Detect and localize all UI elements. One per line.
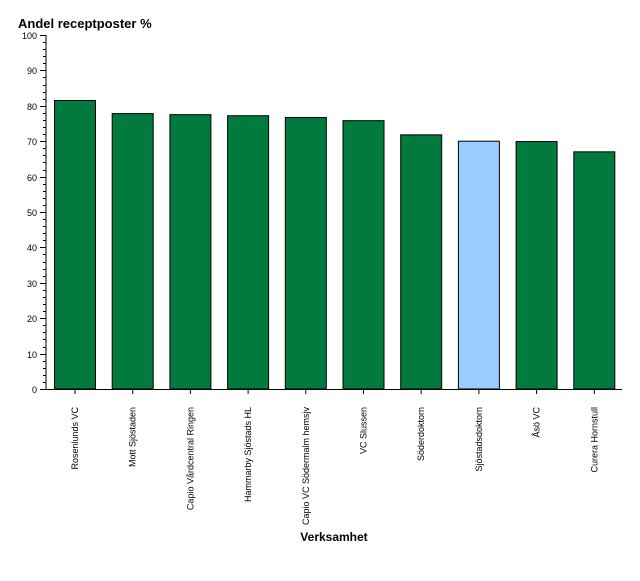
y-tick-label: 40 (27, 243, 37, 253)
bar (111, 113, 154, 390)
y-tick-label: 30 (27, 279, 37, 289)
bar (573, 151, 616, 390)
x-tick-label: Åsö VC (532, 407, 542, 438)
bars (54, 99, 616, 390)
x-tick-label: Capio Vårdcentral Ringen (185, 407, 195, 510)
bar (227, 115, 270, 390)
y-tick-label: 50 (27, 208, 37, 218)
y-tick-label: 20 (27, 314, 37, 324)
x-tick-label: Hammarby Sjöstads HL (243, 407, 253, 502)
x-tick-labels: Rosenlunds VC Mott Sjöstaden Capio Vårdcen… (70, 389, 599, 525)
y-tick-label: 80 (27, 102, 37, 112)
x-tick-label: Curera Hornstull (589, 407, 599, 473)
x-tick-label: Rosenlunds VC (70, 407, 80, 470)
bar (54, 99, 96, 390)
x-tick-label: VC Slussen (359, 407, 369, 454)
y-tick-label: 70 (27, 137, 37, 147)
bar (400, 134, 443, 390)
chart-title: Andel receptposter % (18, 16, 152, 31)
bar (457, 140, 500, 390)
x-tick-label: Söderdoktorn (416, 407, 426, 461)
y-tick-label: 100 (22, 31, 37, 41)
bar (169, 114, 212, 390)
y-tick-label: 60 (27, 173, 37, 183)
x-tick-label: Mott Sjöstaden (128, 407, 138, 467)
bar (284, 116, 327, 390)
bar (515, 141, 558, 390)
x-axis-label: Verksamhet (300, 530, 367, 544)
y-tick-label: 0 (32, 385, 37, 395)
bar (342, 120, 385, 390)
x-tick-label: Sjöstadsdoktorn (474, 407, 484, 472)
y-tick-label: 90 (27, 66, 37, 76)
y-tick-label: 10 (27, 350, 37, 360)
x-tick-label: Capio VC Södermalm hemsjv (301, 407, 311, 526)
